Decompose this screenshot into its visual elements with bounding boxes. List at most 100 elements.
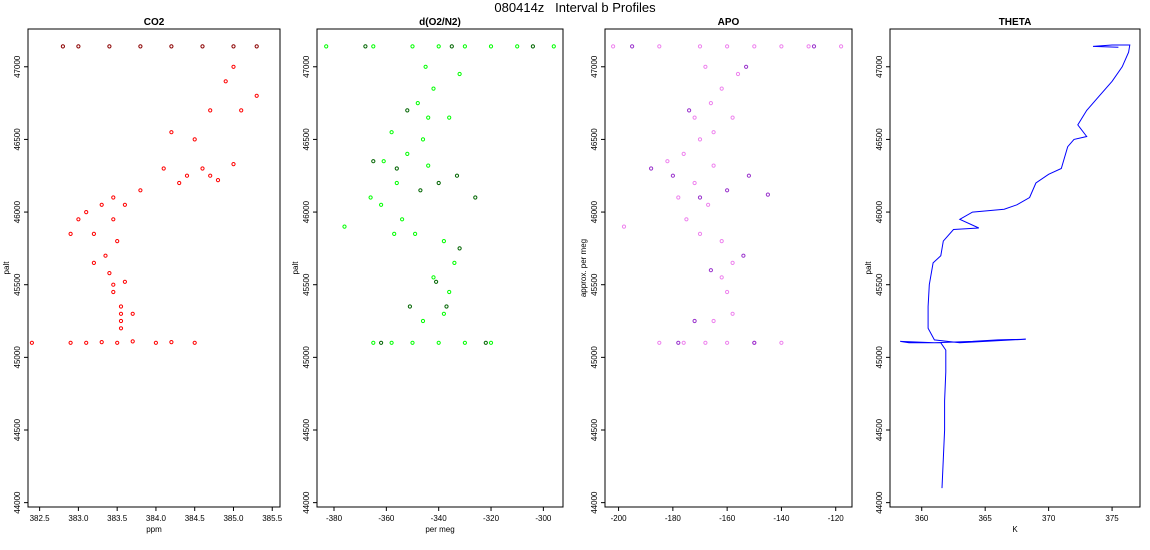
data-point — [670, 173, 676, 178]
x-axis-label: K — [1012, 525, 1018, 534]
data-point — [436, 180, 441, 186]
data-point — [208, 173, 213, 178]
y-tick-label: 44500 — [875, 418, 884, 441]
data-point — [115, 340, 120, 345]
x-tick-label: -200 — [611, 514, 628, 523]
y-tick-label: 44000 — [590, 491, 599, 514]
y-tick-label: 47000 — [302, 55, 311, 78]
data-point — [530, 44, 536, 49]
data-point — [703, 64, 708, 69]
panel-title: d(O2/N2) — [419, 17, 461, 28]
y-tick-label: 44000 — [13, 491, 22, 514]
panel-4: THETA 360 365 370 375 44000 44500 45000 45500 460… — [864, 17, 1141, 534]
data-point — [706, 202, 711, 207]
y-tick-label: 46500 — [13, 128, 22, 151]
data-point — [153, 340, 158, 345]
data-point — [118, 304, 124, 309]
data-point — [169, 340, 174, 345]
x-tick-label: 382.5 — [30, 514, 51, 523]
data-point — [394, 180, 399, 186]
data-point — [746, 173, 752, 178]
x-tick-label: -300 — [535, 514, 552, 523]
data-point — [239, 108, 244, 113]
data-point — [122, 279, 128, 284]
y-tick-label: 46000 — [302, 200, 311, 223]
x-tick-label: 383.0 — [68, 514, 89, 523]
data-point — [444, 304, 449, 309]
y-tick-label: 44500 — [302, 418, 311, 441]
data-point — [752, 44, 757, 49]
data-point — [68, 231, 73, 236]
data-point — [725, 289, 730, 295]
x-tick-label: 384.5 — [185, 514, 206, 523]
data-point — [681, 340, 686, 345]
y-tick-label: 46500 — [875, 128, 884, 151]
y-tick-label: 46000 — [875, 200, 884, 223]
data-point — [107, 44, 112, 49]
data-point — [681, 151, 686, 156]
data-point — [676, 195, 681, 200]
data-point — [431, 86, 436, 91]
data-point — [752, 340, 757, 345]
data-point — [231, 44, 236, 49]
data-point — [392, 231, 397, 236]
panel-1: CO2 382.5 383.0 383.5 384.0 384.5 385.0 385.5 44… — [2, 17, 283, 534]
data-point — [657, 340, 662, 345]
x-tick-label: -320 — [483, 514, 500, 523]
data-point — [107, 271, 112, 276]
data-point — [99, 202, 104, 207]
plot-frame — [889, 28, 1141, 508]
x-tick-label: 385.5 — [262, 514, 283, 523]
y-tick-label: 44500 — [13, 418, 22, 441]
data-point — [200, 166, 205, 171]
data-point — [130, 311, 135, 316]
y-tick-label: 45500 — [13, 273, 22, 296]
data-point — [379, 340, 384, 345]
y-tick-label: 47000 — [875, 55, 884, 78]
data-point — [200, 44, 205, 49]
data-point — [457, 246, 462, 251]
data-point — [488, 340, 494, 345]
data-point — [138, 44, 143, 49]
data-point — [779, 340, 784, 345]
data-point — [725, 188, 730, 193]
data-point — [708, 101, 714, 106]
data-point — [118, 318, 124, 324]
x-axis-label: per meg — [425, 525, 454, 534]
data-point — [405, 151, 410, 156]
panel-3: APO -200 -180 -160 -140 -120 44000 44500 45000 45… — [579, 17, 853, 523]
data-point — [420, 318, 426, 324]
x-tick-label: -120 — [828, 514, 845, 523]
data-point — [420, 137, 426, 142]
y-tick-label: 45000 — [302, 346, 311, 369]
data-point — [184, 173, 190, 178]
data-point — [657, 44, 662, 49]
data-point — [400, 217, 405, 222]
data-point — [405, 108, 410, 113]
data-point — [103, 253, 108, 258]
data-point — [436, 44, 441, 49]
plot-frame — [27, 28, 281, 508]
data-point — [473, 195, 478, 200]
data-point — [447, 289, 452, 295]
data-point — [779, 44, 784, 49]
panel-2: d(O2/N2) -380 -360 -340 -320 -300 44000 44500 45… — [291, 17, 564, 534]
data-point — [410, 44, 415, 49]
data-point — [215, 178, 221, 183]
data-point — [441, 311, 446, 316]
data-point — [621, 224, 627, 229]
data-point — [744, 64, 749, 69]
data-point — [192, 340, 197, 345]
data-point — [692, 180, 697, 186]
data-point — [389, 340, 394, 345]
data-point — [457, 71, 462, 77]
data-point — [692, 115, 697, 120]
data-point — [719, 239, 724, 244]
y-axis-label: approx. per meg — [579, 239, 588, 297]
data-point — [413, 231, 418, 236]
data-point — [410, 340, 415, 345]
plot-frame — [604, 28, 853, 508]
data-point — [192, 137, 197, 142]
data-point — [711, 130, 716, 135]
